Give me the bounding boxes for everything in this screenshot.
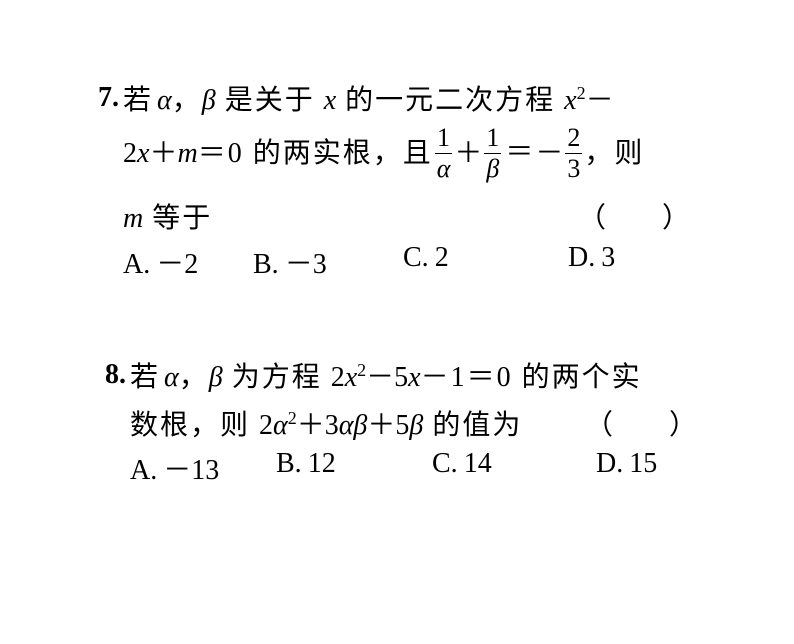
option-value: －13	[163, 448, 219, 488]
text: 若	[123, 85, 153, 116]
problem-7: 7. 若α，β 是关于 x 的一元二次方程 x2－ 2x＋m＝0 的两实根，且1…	[85, 76, 690, 288]
option-key: B.	[276, 448, 302, 480]
text: ，则	[584, 137, 644, 168]
var-m: m	[177, 137, 197, 168]
var-x: x	[137, 137, 149, 168]
answer-paren: （ ）	[585, 403, 697, 443]
q7-line2: 2x＋m＝0 的两实根，且1α＋1β＝－23，则	[85, 120, 690, 190]
option-value: 12	[308, 448, 336, 480]
exponent: 2	[357, 360, 366, 380]
coef: 2	[331, 362, 345, 393]
coef: 2	[123, 137, 137, 168]
q8-line1-text: 若α，β 为方程 2x2－5x－1＝0 的两个实	[130, 355, 642, 395]
denominator: 3	[565, 154, 582, 182]
plus: ＋	[454, 137, 482, 168]
option-key: C.	[403, 242, 429, 274]
alpha-beta: αβ	[339, 410, 368, 441]
q8-line1: 8. 若α，β 为方程 2x2－5x－1＝0 的两个实	[92, 352, 697, 398]
option-d: D.3	[568, 242, 615, 288]
numerator: 2	[565, 125, 582, 153]
comma: ，	[179, 362, 209, 393]
equals: ＝	[505, 137, 533, 168]
q7-options: A.－2 B.－3 C.2 D.3	[85, 242, 690, 288]
q8-options: A.－13 B.12 C.14 D.15	[92, 448, 697, 494]
text: ＋5	[367, 410, 409, 441]
q7-number: 7.	[85, 82, 119, 114]
exponent: 2	[577, 83, 586, 103]
option-value: －2	[156, 242, 198, 282]
option-a: A.－13	[130, 448, 276, 494]
text: 等于	[143, 203, 212, 234]
q7-line3: m 等于 （ ）	[85, 190, 690, 242]
coef: 2	[259, 410, 273, 441]
text: －5	[366, 362, 408, 393]
var-x: x	[345, 362, 357, 393]
beta: β	[202, 85, 216, 116]
text: 的值为	[423, 410, 522, 441]
option-c: C.2	[403, 242, 568, 288]
q7-line1: 7. 若α，β 是关于 x 的一元二次方程 x2－	[85, 76, 690, 120]
q7-line1-text: 若α，β 是关于 x 的一元二次方程 x2－	[123, 78, 614, 118]
text: －1＝0 的两个实	[421, 362, 642, 393]
option-b: B.12	[276, 448, 432, 494]
option-c: C.14	[432, 448, 596, 494]
denominator: β	[484, 154, 501, 182]
text: ＋3	[297, 410, 339, 441]
option-key: A.	[130, 455, 157, 487]
option-a: A.－2	[123, 242, 253, 288]
var-x: x	[564, 85, 576, 116]
plus: ＋	[149, 137, 177, 168]
var-x: x	[324, 85, 336, 116]
alpha: α	[273, 410, 288, 441]
minus: －	[586, 85, 614, 116]
answer-paren: （ ）	[578, 196, 690, 236]
page: { "q7": { "number": "7.", "line1_a": "若"…	[0, 0, 794, 644]
fraction-1-alpha: 1α	[435, 125, 453, 182]
fraction-1-beta: 1β	[484, 125, 501, 182]
numerator: 1	[435, 125, 452, 153]
q8-line2: 数根，则 2α2＋3αβ＋5β 的值为 （ ）	[92, 398, 697, 448]
neg: －	[535, 137, 563, 168]
option-value: 2	[435, 242, 449, 274]
text: 数根，则	[130, 410, 259, 441]
beta: β	[209, 362, 223, 393]
option-key: C.	[432, 448, 458, 480]
alpha: α	[164, 362, 179, 393]
text: 是关于	[216, 85, 324, 116]
exponent: 2	[288, 408, 297, 428]
comma: ，	[172, 85, 202, 116]
q8-number: 8.	[92, 359, 126, 391]
problem-8: 8. 若α，β 为方程 2x2－5x－1＝0 的两个实 数根，则 2α2＋3αβ…	[92, 352, 697, 494]
q7-line3-text: m 等于	[85, 196, 212, 236]
text: 若	[130, 362, 160, 393]
option-value: 3	[601, 242, 615, 274]
text: ＝0 的两实根，且	[198, 137, 433, 168]
option-b: B.－3	[253, 242, 403, 288]
option-value: 14	[464, 448, 492, 480]
option-key: B.	[253, 249, 279, 281]
option-value: 15	[629, 448, 657, 480]
numerator: 1	[484, 125, 501, 153]
fraction-2-3: 23	[565, 125, 582, 182]
text: 的一元二次方程	[336, 85, 564, 116]
var-x: x	[408, 362, 420, 393]
option-key: A.	[123, 249, 150, 281]
q8-line2-text: 数根，则 2α2＋3αβ＋5β 的值为	[92, 403, 522, 443]
option-key: D.	[568, 242, 595, 274]
var-m: m	[123, 203, 143, 234]
denominator: α	[435, 154, 453, 182]
option-value: －3	[285, 242, 327, 282]
q7-line2-text: 2x＋m＝0 的两实根，且1α＋1β＝－23，则	[85, 127, 644, 184]
text: 为方程	[223, 362, 331, 393]
beta: β	[409, 410, 423, 441]
option-key: D.	[596, 448, 623, 480]
alpha: α	[157, 85, 172, 116]
option-d: D.15	[596, 448, 657, 494]
